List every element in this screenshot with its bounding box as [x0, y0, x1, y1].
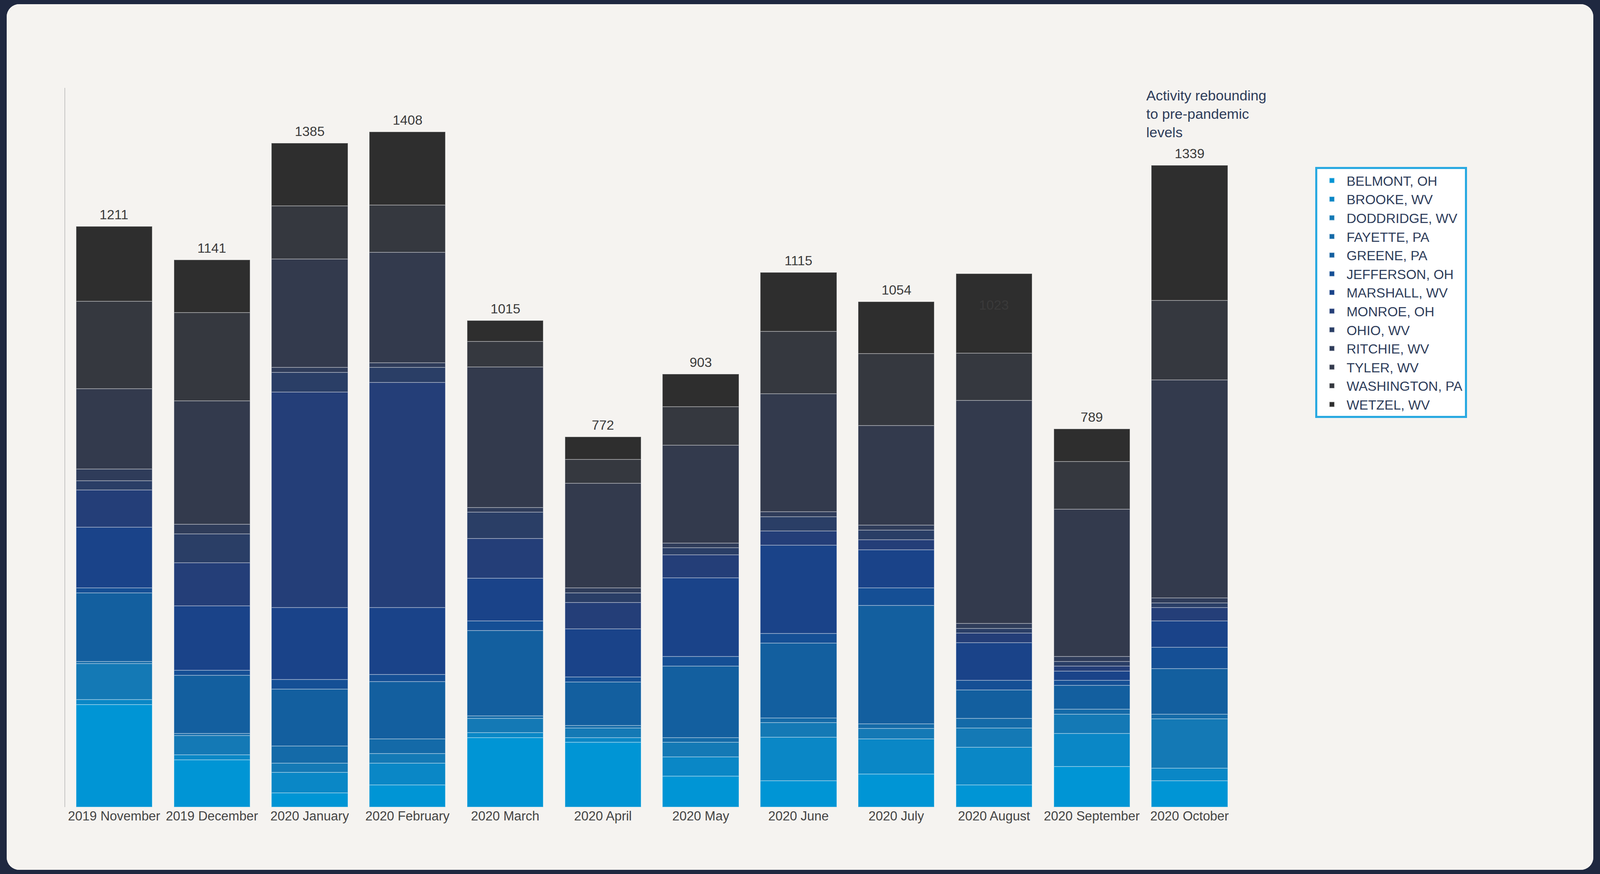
- svg-text:2020 March: 2020 March: [470, 808, 540, 824]
- svg-text:WETZEL, WV: WETZEL, WV: [1346, 397, 1431, 413]
- svg-text:Activity reboundingto pre-pand: Activity reboundingto pre-pandemiclevels: [1146, 87, 1267, 141]
- svg-text:2020 August: 2020 August: [958, 808, 1031, 824]
- svg-text:MONROE, OH: MONROE, OH: [1346, 304, 1435, 320]
- svg-text:903: 903: [689, 354, 712, 370]
- svg-text:2019 December: 2019 December: [165, 808, 259, 824]
- svg-text:DODDRIDGE, WV: DODDRIDGE, WV: [1346, 210, 1458, 226]
- svg-text:1054: 1054: [881, 282, 912, 298]
- svg-text:789: 789: [1080, 409, 1103, 425]
- svg-text:2020 May: 2020 May: [672, 808, 730, 824]
- svg-text:BROOKE, WV: BROOKE, WV: [1346, 191, 1434, 208]
- svg-text:WASHINGTON, PA: WASHINGTON, PA: [1346, 378, 1463, 394]
- svg-text:RITCHIE, WV: RITCHIE, WV: [1346, 341, 1430, 357]
- svg-text:2020 February: 2020 February: [365, 808, 450, 824]
- svg-text:2020 June: 2020 June: [768, 808, 829, 824]
- svg-text:MARSHALL, WV: MARSHALL, WV: [1346, 285, 1448, 301]
- svg-text:2020 July: 2020 July: [868, 808, 925, 824]
- svg-text:JEFFERSON, OH: JEFFERSON, OH: [1346, 266, 1454, 282]
- svg-text:1141: 1141: [197, 240, 227, 256]
- svg-text:1015: 1015: [490, 301, 521, 317]
- svg-text:BELMONT, OH: BELMONT, OH: [1346, 173, 1438, 189]
- svg-text:2020 April: 2020 April: [574, 808, 632, 824]
- svg-text:1385: 1385: [294, 123, 325, 139]
- svg-text:1339: 1339: [1174, 145, 1205, 162]
- svg-text:2020 October: 2020 October: [1150, 808, 1230, 824]
- svg-text:GREENE, PA: GREENE, PA: [1346, 247, 1428, 264]
- svg-text:1408: 1408: [392, 112, 423, 128]
- svg-text:OHIO, WV: OHIO, WV: [1346, 322, 1411, 338]
- svg-text:1023: 1023: [978, 297, 1009, 313]
- svg-text:772: 772: [591, 417, 614, 433]
- svg-text:2019 November: 2019 November: [68, 808, 161, 824]
- svg-text:1115: 1115: [784, 253, 813, 269]
- svg-text:1211: 1211: [99, 207, 129, 223]
- svg-text:2020 September: 2020 September: [1043, 808, 1140, 824]
- svg-text:2020 January: 2020 January: [270, 808, 350, 824]
- svg-text:FAYETTE, PA: FAYETTE, PA: [1346, 229, 1430, 245]
- svg-text:TYLER, WV: TYLER, WV: [1346, 360, 1419, 376]
